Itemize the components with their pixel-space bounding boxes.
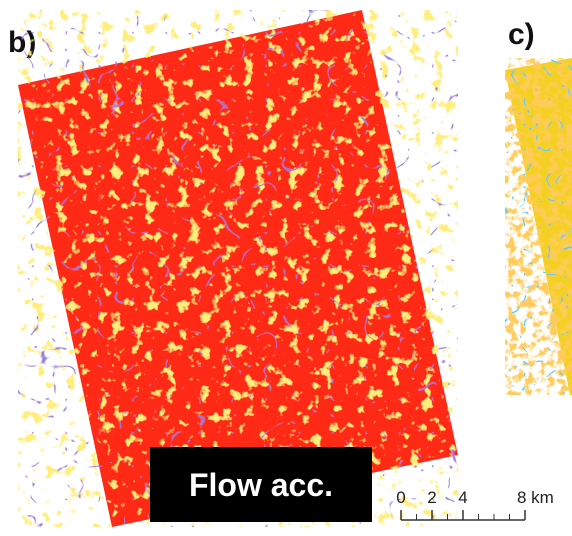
scale-tick-label: 4 bbox=[458, 488, 467, 507]
panel-b: b) Flow acc. bbox=[8, 10, 458, 527]
flow-map bbox=[18, 10, 458, 527]
caption-box bbox=[150, 447, 372, 522]
scale-tick-label: 8 km bbox=[517, 488, 554, 507]
panel-label: c) bbox=[508, 18, 535, 51]
map bbox=[505, 58, 572, 395]
scale-tick-label: 2 bbox=[427, 488, 436, 507]
scale-tick-label: 0 bbox=[396, 488, 405, 507]
panel-c: c) bbox=[505, 18, 572, 395]
panel-label: b) bbox=[8, 26, 36, 59]
caption: Flow acc. bbox=[189, 467, 333, 503]
scale-bar: 0 2 4 8 km bbox=[396, 488, 554, 521]
